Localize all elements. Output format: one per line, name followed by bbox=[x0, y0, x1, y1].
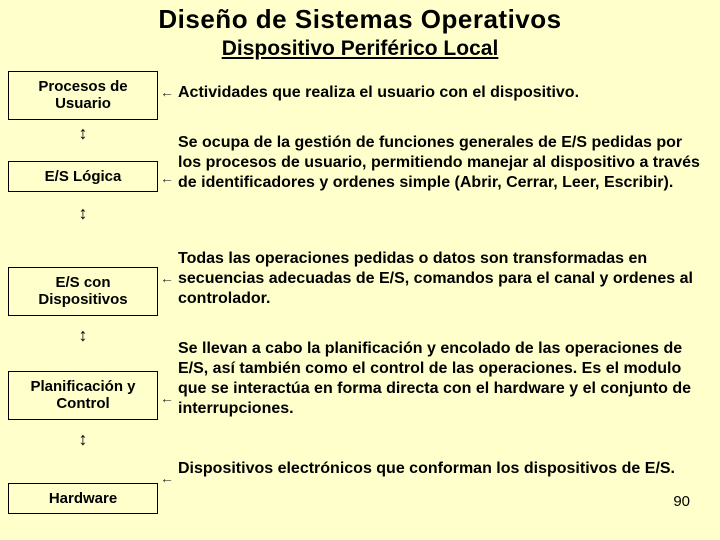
layer-box-hardware: Hardware bbox=[8, 483, 158, 514]
layer-description: Actividades que realiza el usuario con e… bbox=[178, 83, 579, 103]
layer-description: Se ocupa de la gestión de funciones gene… bbox=[178, 133, 708, 193]
page-title: Diseño de Sistemas Operativos bbox=[0, 0, 720, 35]
layer-box-es-dispositivos: E/S con Dispositivos bbox=[8, 267, 158, 316]
layer-description: Todas las operaciones pedidas o datos so… bbox=[178, 249, 708, 309]
page-subtitle: Dispositivo Periférico Local bbox=[0, 37, 720, 61]
page-number: 90 bbox=[673, 493, 690, 510]
updown-arrow-icon: ↕ bbox=[8, 121, 158, 145]
layer-label: Hardware bbox=[49, 490, 117, 507]
updown-arrow-icon: ↕ bbox=[8, 323, 158, 347]
left-arrow-icon: ← bbox=[160, 171, 174, 185]
diagram-content: Procesos de Usuario ↕ E/S Lógica ↕ E/S c… bbox=[0, 71, 720, 540]
updown-arrow-icon: ↕ bbox=[8, 201, 158, 225]
left-arrow-icon: ← bbox=[160, 271, 174, 285]
left-arrow-icon: ← bbox=[160, 471, 174, 485]
left-arrow-icon: ← bbox=[160, 391, 174, 405]
layer-description: Se llevan a cabo la planificación y enco… bbox=[178, 339, 708, 419]
layer-box-es-logica: E/S Lógica bbox=[8, 161, 158, 192]
layer-label: Planificación y Control bbox=[30, 378, 135, 412]
left-arrow-icon: ← bbox=[160, 85, 174, 99]
layer-box-planificacion-control: Planificación y Control bbox=[8, 371, 158, 420]
layer-label: E/S Lógica bbox=[45, 168, 122, 185]
layer-label: E/S con Dispositivos bbox=[38, 274, 127, 308]
layer-box-procesos-usuario: Procesos de Usuario bbox=[8, 71, 158, 120]
updown-arrow-icon: ↕ bbox=[8, 427, 158, 451]
layer-description: Dispositivos electrónicos que conforman … bbox=[178, 459, 675, 479]
layer-label: Procesos de Usuario bbox=[38, 78, 127, 112]
